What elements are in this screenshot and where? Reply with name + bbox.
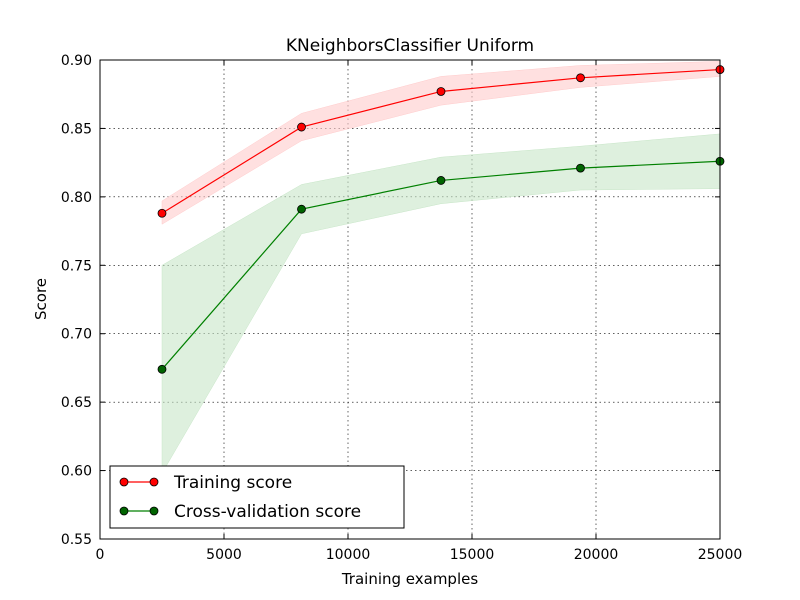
x-tick-label: 0 [96, 547, 105, 563]
y-tick-label: 0.55 [61, 532, 92, 548]
cross-validation-score-point [576, 163, 585, 173]
cross-validation-score-point [297, 204, 306, 214]
legend-training-marker-end [149, 477, 159, 487]
y-tick-label: 0.65 [61, 395, 92, 411]
legend-cross-validation-label: Cross-validation score [174, 502, 361, 522]
training-score-point [157, 208, 167, 218]
training-score-point [297, 122, 306, 132]
cross-validation-score-point [157, 364, 167, 374]
x-tick-label: 5000 [206, 547, 242, 563]
y-tick-label: 0.85 [61, 121, 92, 137]
chart-title: KNeighborsClassifier Uniform [286, 36, 534, 56]
x-tick-label: 20000 [574, 547, 619, 563]
cross-validation-score-point [436, 176, 446, 185]
training-score-point [576, 73, 585, 83]
legend-box [109, 465, 405, 529]
y-tick-label: 0.70 [61, 327, 92, 343]
legend-cross-validation-marker-start [119, 506, 129, 516]
legend-cross-validation-marker-end [149, 506, 159, 516]
x-tick-label: 25000 [698, 547, 743, 563]
y-axis-label: Score [32, 278, 50, 320]
legend: Training score Cross-validation score [109, 465, 405, 529]
legend-training-marker-start [119, 477, 129, 487]
x-axis-label: Training examples [341, 570, 479, 588]
x-tick-label: 10000 [326, 547, 371, 563]
y-tick-label: 0.90 [61, 53, 92, 69]
x-tick-label: 15000 [450, 547, 495, 563]
axis-ticks: 0 5000 10000 15000 20000 25000 0.55 0.60 0.65 0.7… [61, 53, 742, 563]
legend-training-label: Training score [173, 473, 292, 493]
y-tick-label: 0.60 [61, 464, 92, 480]
y-tick-label: 0.75 [61, 258, 92, 274]
training-score-point [436, 87, 446, 96]
y-tick-label: 0.80 [61, 190, 92, 206]
plot-frame [99, 59, 721, 540]
